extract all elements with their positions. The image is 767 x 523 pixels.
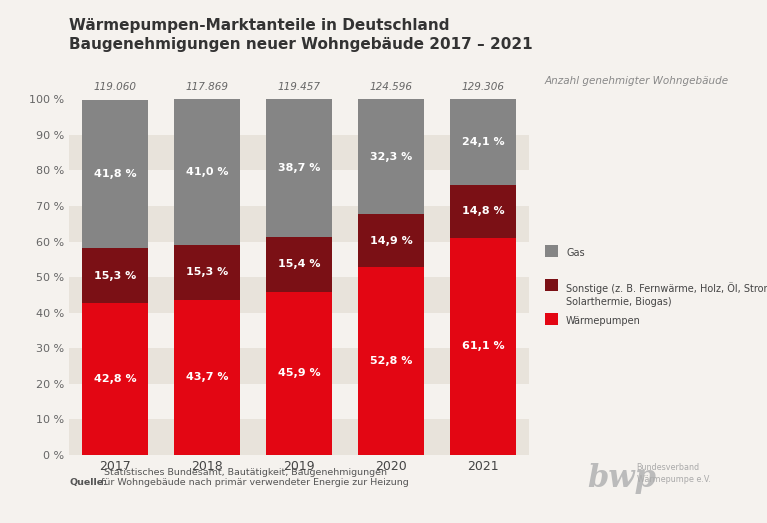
Text: 41,8 %: 41,8 %	[94, 169, 137, 179]
Text: 119.060: 119.060	[94, 82, 137, 92]
Bar	[82, 303, 148, 455]
Text: 14,9 %: 14,9 %	[370, 236, 413, 246]
Text: 43,7 %: 43,7 %	[186, 372, 229, 382]
Text: 15,3 %: 15,3 %	[186, 267, 229, 277]
Text: Sonstige (z. B. Fernwärme, Holz, Öl, Strom,
Solarthermie, Biogas): Sonstige (z. B. Fernwärme, Holz, Öl, Str…	[566, 282, 767, 307]
Text: Wärmepumpen: Wärmepumpen	[566, 316, 641, 326]
Text: 129.306: 129.306	[462, 82, 505, 92]
Text: Quelle:: Quelle:	[69, 479, 107, 487]
Text: 119.457: 119.457	[278, 82, 321, 92]
Text: 15,3 %: 15,3 %	[94, 270, 137, 281]
Text: Gas: Gas	[566, 248, 584, 258]
Bar	[69, 206, 529, 242]
Text: 14,8 %: 14,8 %	[462, 207, 505, 217]
Text: 117.869: 117.869	[186, 82, 229, 92]
Bar	[69, 242, 529, 277]
Bar	[69, 313, 529, 348]
Text: 124.596: 124.596	[370, 82, 413, 92]
Bar	[358, 99, 424, 214]
Text: bwp: bwp	[587, 463, 656, 494]
Text: Bundesverband
Wärmepumpe e.V.: Bundesverband Wärmepumpe e.V.	[637, 463, 710, 484]
Bar	[266, 292, 332, 455]
Bar	[82, 248, 148, 303]
Bar	[174, 99, 240, 245]
Bar	[266, 99, 332, 237]
Bar	[174, 300, 240, 455]
Bar	[69, 419, 529, 455]
Text: 61,1 %: 61,1 %	[462, 342, 505, 351]
Text: Anzahl genehmigter Wohngebäude: Anzahl genehmigter Wohngebäude	[545, 76, 729, 86]
Text: 41,0 %: 41,0 %	[186, 167, 229, 177]
Bar	[358, 214, 424, 267]
Bar	[82, 100, 148, 248]
Text: Statistisches Bundesamt, Bautätigkeit, Baugenehmigungen
für Wohngebäude nach pri: Statistisches Bundesamt, Bautätigkeit, B…	[101, 468, 409, 487]
Text: 15,4 %: 15,4 %	[278, 259, 321, 269]
Bar	[358, 267, 424, 455]
Bar	[266, 237, 332, 292]
Text: 45,9 %: 45,9 %	[278, 368, 321, 379]
Text: 38,7 %: 38,7 %	[278, 163, 321, 173]
Bar	[69, 135, 529, 170]
Bar	[69, 99, 529, 135]
Bar	[450, 99, 516, 185]
Bar	[450, 238, 516, 455]
Bar	[69, 384, 529, 419]
Bar	[450, 185, 516, 238]
Text: Baugenehmigungen neuer Wohngebäude 2017 – 2021: Baugenehmigungen neuer Wohngebäude 2017 …	[69, 37, 532, 52]
Text: 52,8 %: 52,8 %	[370, 356, 413, 366]
Text: 32,3 %: 32,3 %	[370, 152, 413, 162]
Bar	[69, 170, 529, 206]
Bar	[69, 348, 529, 384]
Text: 24,1 %: 24,1 %	[462, 137, 505, 147]
Bar	[174, 245, 240, 300]
Text: 42,8 %: 42,8 %	[94, 374, 137, 384]
Bar	[69, 277, 529, 313]
Text: Wärmepumpen-Marktanteile in Deutschland: Wärmepumpen-Marktanteile in Deutschland	[69, 18, 449, 33]
